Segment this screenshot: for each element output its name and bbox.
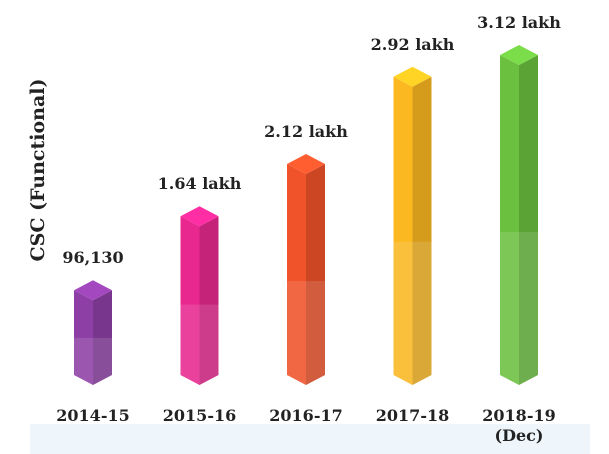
bar-left-face: [393, 76, 413, 386]
bar-top-face: [393, 66, 432, 87]
x-tick-label: 2015-16: [162, 406, 237, 425]
x-tick-label: 2018-19 (Dec): [482, 406, 556, 445]
value-label: 3.12 lakh: [477, 13, 561, 32]
bar-tint: [74, 337, 112, 385]
bar: [500, 45, 538, 385]
bar: [180, 206, 219, 385]
bar-right-face: [199, 216, 219, 385]
value-label: 2.12 lakh: [264, 121, 348, 141]
bar-right-face: [519, 55, 538, 385]
bar-right-face: [412, 76, 432, 386]
bar-tint: [287, 281, 325, 385]
bar-top-face: [74, 280, 112, 301]
bar-top-face: [500, 45, 538, 65]
bar-left-face: [287, 163, 306, 385]
footer-strip: [30, 424, 590, 454]
bar-tint: [500, 232, 538, 385]
bar-left-face: [74, 290, 93, 385]
value-label: 1.64 lakh: [157, 174, 242, 194]
bar-left-face: [180, 216, 200, 385]
value-label: 96,130: [62, 248, 124, 268]
bar-top-face: [287, 153, 325, 174]
bar-tint: [180, 304, 219, 385]
bar: [393, 66, 432, 386]
bar-left-face: [500, 55, 519, 385]
bar-right-face: [93, 290, 112, 385]
x-tick-label: 2017-18: [375, 406, 450, 425]
x-tick-label: 2016-17: [269, 406, 343, 425]
bar: [74, 280, 112, 385]
bar-tint: [393, 241, 432, 385]
value-label: 2.92 lakh: [370, 34, 455, 54]
bar-top-face: [180, 206, 219, 227]
x-tick-label: 2014-15: [56, 406, 130, 425]
bar: [287, 153, 325, 385]
bar-right-face: [306, 163, 325, 385]
